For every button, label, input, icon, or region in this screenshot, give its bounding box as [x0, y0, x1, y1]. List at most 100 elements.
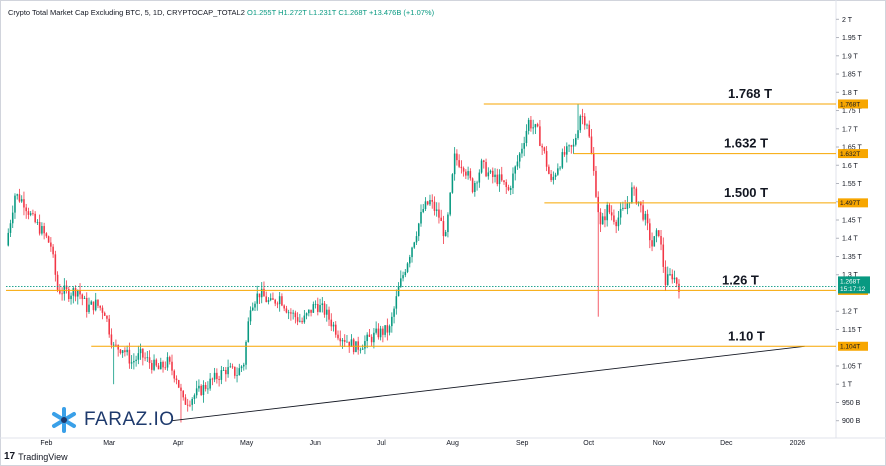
candle-body — [467, 171, 469, 176]
candle-body — [339, 338, 342, 342]
y-tick-label: 1.7 T — [842, 126, 859, 133]
candle-body — [317, 303, 319, 312]
candle-body — [242, 364, 245, 367]
level-axis-tag-label: 1.497T — [840, 200, 860, 207]
candle-body — [76, 290, 79, 297]
y-tick-label: 1.35 T — [842, 254, 862, 261]
candle-body — [536, 124, 539, 127]
candle-body — [478, 172, 481, 183]
candle-body — [469, 171, 472, 179]
candle-body — [142, 348, 144, 358]
y-tick-label: 1.6 T — [842, 163, 859, 170]
candle-body — [431, 200, 434, 202]
candle-body — [480, 160, 483, 173]
candle-body — [438, 209, 440, 218]
candle-body — [422, 209, 425, 213]
candle-body — [296, 317, 299, 322]
candle-body — [417, 223, 420, 237]
y-tick-label: 1.8 T — [842, 90, 859, 97]
candle-body — [236, 375, 238, 377]
tradingview-logo[interactable]: 17 TradingView — [4, 451, 68, 462]
candle-body — [379, 328, 382, 338]
candle-body — [231, 366, 234, 368]
x-month-label: Aug — [446, 440, 459, 447]
level-annotation: 1.768 T — [728, 86, 772, 101]
candle-body — [545, 151, 548, 167]
candle-body — [245, 341, 247, 365]
candle-body — [72, 288, 75, 296]
candle-body — [97, 299, 99, 306]
candle-body — [148, 357, 151, 364]
candle-body — [458, 160, 460, 167]
candle-body — [494, 174, 496, 177]
candle-body — [530, 119, 532, 129]
candle-body — [101, 307, 104, 313]
y-tick-label: 1.85 T — [842, 72, 862, 79]
candle-body — [225, 370, 227, 375]
candle-body — [254, 303, 256, 308]
candle-body — [146, 357, 149, 359]
x-month-label: May — [240, 440, 254, 447]
candle-body — [52, 246, 54, 255]
candle-body — [626, 203, 629, 209]
candle-body — [171, 361, 173, 371]
symbol-title: Crypto Total Market Cap Excluding BTC, 5… — [8, 8, 245, 17]
level-annotation: 1.26 T — [722, 272, 759, 287]
candle-body — [81, 294, 84, 299]
candle-body — [135, 359, 137, 362]
candle-body — [312, 304, 315, 313]
candle-body — [453, 153, 456, 175]
candle-body — [411, 247, 413, 258]
candle-body — [408, 257, 411, 264]
candle-body — [357, 341, 359, 350]
candle-body — [108, 318, 110, 335]
candle-body — [622, 207, 624, 209]
x-month-label: Jun — [310, 440, 321, 447]
candle-body — [557, 168, 559, 175]
candle-body — [103, 312, 106, 316]
candle-body — [597, 196, 600, 213]
y-tick-label: 1.05 T — [842, 363, 862, 370]
candle-body — [211, 378, 214, 380]
candle-body — [337, 334, 339, 339]
level-annotation: 1.500 T — [724, 185, 768, 200]
candle-body — [619, 208, 622, 218]
candle-body — [624, 207, 626, 209]
candle-body — [606, 204, 608, 221]
y-tick-label: 1.9 T — [842, 53, 859, 60]
candle-body — [128, 349, 131, 364]
candle-body — [240, 366, 243, 369]
candle-body — [177, 380, 180, 388]
candle-body — [507, 187, 510, 190]
y-tick-label: 900 B — [842, 418, 861, 425]
y-tick-label: 1 T — [842, 382, 853, 389]
candle-body — [314, 303, 317, 305]
candle-body — [460, 166, 463, 169]
candle-body — [18, 194, 21, 202]
y-tick-label: 1.95 T — [842, 35, 862, 42]
candle-body — [552, 176, 555, 181]
candle-body — [474, 182, 476, 192]
candle-body — [574, 137, 577, 145]
candle-body — [563, 152, 566, 155]
y-tick-label: 1.55 T — [842, 181, 862, 188]
candle-body — [14, 195, 16, 213]
candle-body — [175, 378, 178, 381]
candle-body — [144, 357, 146, 359]
candle-body — [112, 344, 115, 346]
candle-body — [550, 173, 552, 181]
candle-body — [200, 385, 202, 395]
candle-body — [532, 127, 534, 129]
candle-body — [523, 143, 525, 149]
candle-body — [503, 180, 505, 183]
level-annotation: 1.632 T — [724, 136, 768, 151]
candle-body — [258, 293, 261, 298]
candle-body — [133, 361, 135, 363]
candle-body — [476, 182, 478, 184]
candle-body — [518, 153, 521, 162]
candle-body — [678, 283, 680, 292]
candle-body — [588, 124, 591, 137]
candle-body — [70, 295, 72, 300]
